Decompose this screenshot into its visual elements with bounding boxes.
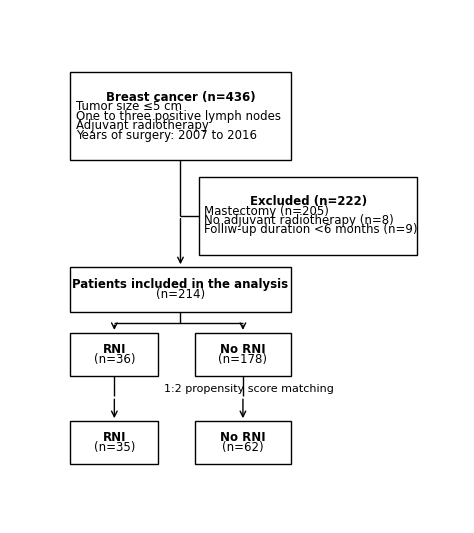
Text: (n=62): (n=62) xyxy=(222,441,264,454)
Text: No RNI: No RNI xyxy=(220,343,266,356)
FancyBboxPatch shape xyxy=(70,421,158,464)
FancyBboxPatch shape xyxy=(195,333,291,376)
FancyBboxPatch shape xyxy=(70,267,291,312)
Text: (n=214): (n=214) xyxy=(156,288,205,301)
Text: Mastectomy (n=205): Mastectomy (n=205) xyxy=(204,205,329,217)
Text: (n=36): (n=36) xyxy=(93,352,135,366)
Text: Tumor size ≤5 cm: Tumor size ≤5 cm xyxy=(76,100,182,114)
Text: RNI: RNI xyxy=(102,431,126,445)
Text: Patients included in the analysis: Patients included in the analysis xyxy=(73,278,289,292)
Text: One to three positive lymph nodes: One to three positive lymph nodes xyxy=(76,110,281,123)
Text: Excluded (n=222): Excluded (n=222) xyxy=(250,195,367,208)
Text: Years of surgery: 2007 to 2016: Years of surgery: 2007 to 2016 xyxy=(76,128,257,142)
Text: No adjuvant radiotherapy (n=8): No adjuvant radiotherapy (n=8) xyxy=(204,214,394,227)
Text: Adjuvant radiotherapy: Adjuvant radiotherapy xyxy=(76,119,209,132)
Text: RNI: RNI xyxy=(102,343,126,356)
Text: No RNI: No RNI xyxy=(220,431,266,445)
FancyBboxPatch shape xyxy=(70,72,291,160)
Text: Folliw-up duration <6 months (n=9): Folliw-up duration <6 months (n=9) xyxy=(204,223,418,237)
Text: 1:2 propensity score matching: 1:2 propensity score matching xyxy=(164,384,334,394)
FancyBboxPatch shape xyxy=(199,177,418,255)
FancyBboxPatch shape xyxy=(195,421,291,464)
Text: (n=178): (n=178) xyxy=(219,352,267,366)
Text: Breast cancer (n=436): Breast cancer (n=436) xyxy=(106,91,255,104)
FancyBboxPatch shape xyxy=(70,333,158,376)
Text: (n=35): (n=35) xyxy=(94,441,135,454)
